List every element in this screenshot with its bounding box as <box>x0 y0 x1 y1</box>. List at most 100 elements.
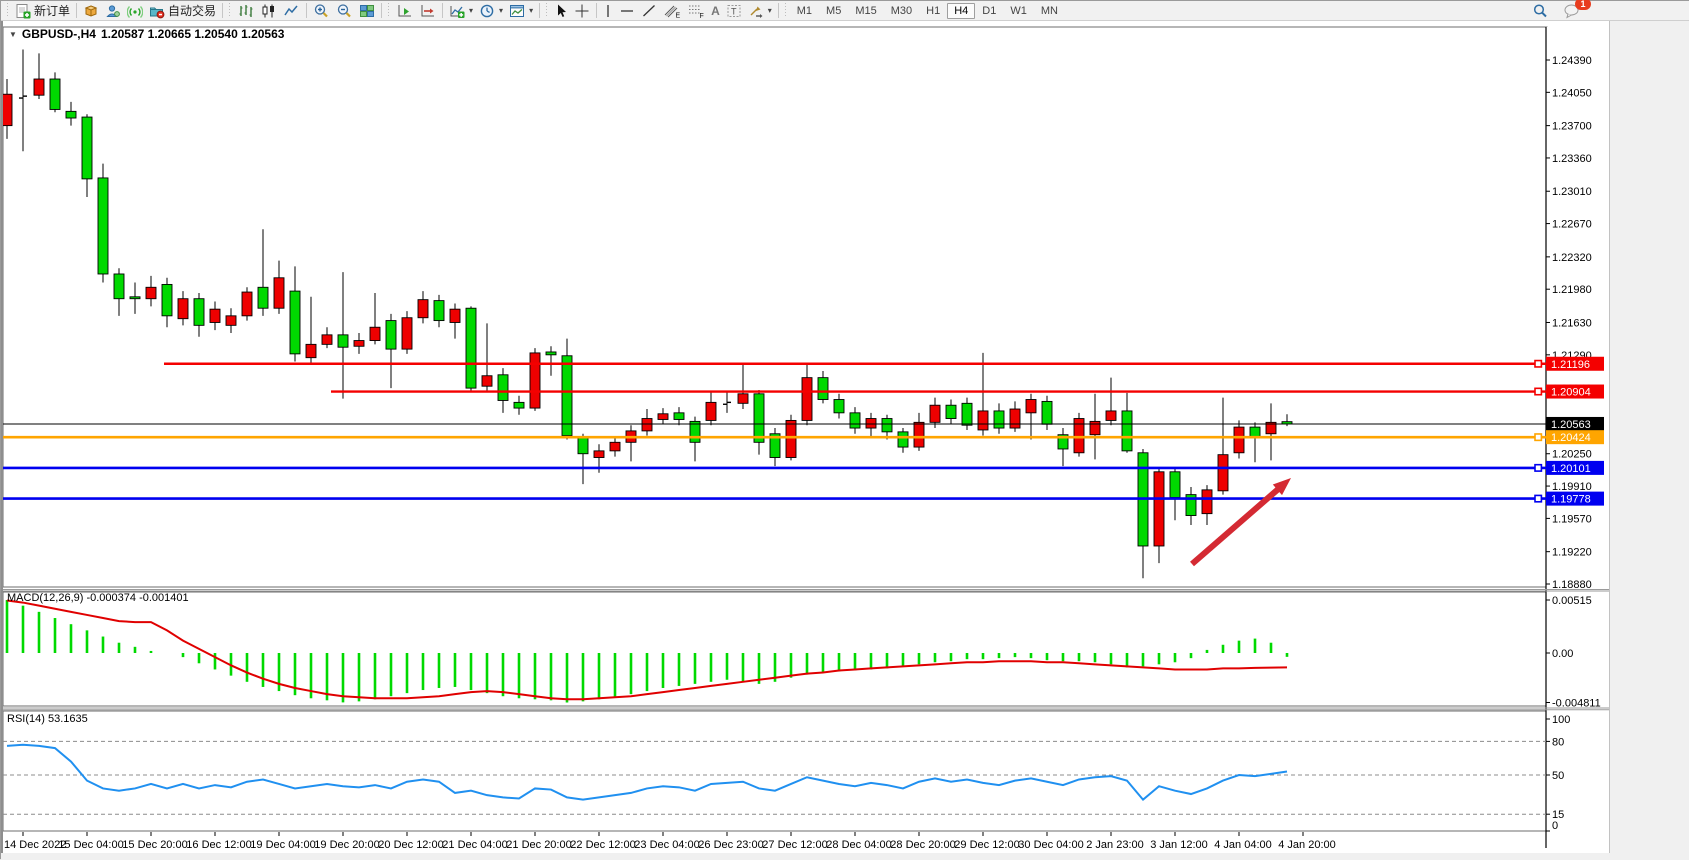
time-axis-strip[interactable] <box>3 832 1609 852</box>
text-tool-button[interactable]: A <box>708 2 723 20</box>
new-order-label: 新订单 <box>34 4 71 18</box>
zoom-out-button[interactable] <box>333 2 356 20</box>
time-axis-label: 29 Dec 12:00 <box>954 839 1019 851</box>
main-pane <box>2 26 1548 588</box>
chart-title[interactable]: ▼ GBPUSD-,H4 1.20587 1.20665 1.20540 1.2… <box>8 27 284 41</box>
add-indicator-icon <box>449 3 465 19</box>
time-axis-label: 15 Dec 20:00 <box>122 839 187 851</box>
timeframe-m30-button[interactable]: M30 <box>884 3 919 19</box>
zoom-in-button[interactable] <box>310 2 333 20</box>
text-label-icon: T <box>726 3 742 19</box>
svg-text:T: T <box>731 6 737 16</box>
autotrade-icon <box>149 3 165 19</box>
macd-histogram <box>5 600 1289 703</box>
chevron-down-icon: ▾ <box>767 6 772 15</box>
new-order-button[interactable]: 新订单 <box>12 2 73 20</box>
pivot-orange-handle[interactable] <box>1534 433 1543 442</box>
macd-axis-label: -0.004811 <box>1552 698 1601 710</box>
time-axis-label: 2 Jan 23:00 <box>1086 839 1144 851</box>
chevron-down-icon: ▾ <box>529 6 534 15</box>
timeframe-d1-button[interactable]: D1 <box>975 3 1003 19</box>
fibonacci-tool-button[interactable]: F <box>684 2 708 20</box>
timeframe-h1-button[interactable]: H1 <box>919 3 947 19</box>
time-axis-label: 21 Dec 20:00 <box>506 839 571 851</box>
text-label-tool-button[interactable]: T <box>723 2 745 20</box>
cube-button[interactable] <box>80 2 102 20</box>
trend-arrow[interactable] <box>1190 484 1283 567</box>
price-tick-label: 1.19910 <box>1552 481 1592 493</box>
toolbar-separator <box>76 3 78 18</box>
time-axis-label: 14 Dec 2022 <box>4 839 66 851</box>
tile-windows-button[interactable] <box>356 2 378 20</box>
zoom-out-icon <box>336 3 353 19</box>
timeframe-mn-button[interactable]: MN <box>1034 3 1065 19</box>
trend-arrow-head[interactable] <box>1272 478 1291 496</box>
toolbar-grip <box>387 3 392 18</box>
time-axis-label: 4 Jan 04:00 <box>1214 839 1272 851</box>
macd-pane <box>2 591 1548 707</box>
graphical-objects-icon <box>748 3 764 19</box>
timeframe-m1-button[interactable]: M1 <box>790 3 819 19</box>
timeframe-m15-button[interactable]: M15 <box>848 3 883 19</box>
search-button[interactable] <box>1529 2 1552 20</box>
signal-button[interactable] <box>124 2 146 20</box>
toolbar-separator <box>539 3 541 18</box>
trendline-icon <box>641 3 657 19</box>
cursor-tool-button[interactable] <box>551 2 571 20</box>
svg-text:F: F <box>700 13 704 19</box>
notifications-button[interactable]: 1 <box>1560 0 1591 20</box>
price-marker-box <box>1546 416 1604 431</box>
timeframe-m5-button[interactable]: M5 <box>819 3 848 19</box>
template-icon <box>509 3 525 19</box>
equidistant-channel-tool-button[interactable]: E <box>660 2 684 20</box>
price-tick-label: 1.23700 <box>1552 121 1592 133</box>
horizontal-line-tool-button[interactable] <box>616 2 638 20</box>
price-marker-label: 1.21196 <box>1551 359 1590 371</box>
timeframe-h4-button[interactable]: H4 <box>947 2 976 19</box>
support-1-handle[interactable] <box>1534 463 1543 472</box>
time-axis-label: 28 Dec 20:00 <box>890 839 955 851</box>
vertical-line-tool-button[interactable] <box>600 2 616 20</box>
periods-clock-button[interactable]: ▾ <box>476 2 506 20</box>
right-empty-panel <box>1609 21 1689 860</box>
trendline-tool-button[interactable] <box>638 2 660 20</box>
fibonacci-icon: F <box>687 3 705 19</box>
crosshair-tool-button[interactable] <box>571 2 593 20</box>
chat-icon <box>1563 3 1581 19</box>
chart-shift-icon <box>419 3 436 19</box>
search-icon <box>1532 3 1549 19</box>
line-chart-button[interactable] <box>280 2 303 20</box>
resistance-1-handle[interactable] <box>1534 359 1543 368</box>
rsi-axis-label: 50 <box>1552 770 1564 782</box>
auto-scroll-button[interactable] <box>393 2 416 20</box>
profile-icon <box>105 3 121 19</box>
timeframe-w1-button[interactable]: W1 <box>1003 3 1034 19</box>
auto-scroll-icon <box>396 3 413 19</box>
resistance-2-handle[interactable] <box>1534 387 1543 396</box>
add-indicator-button[interactable]: ▾ <box>446 2 476 20</box>
price-tick-label: 1.24390 <box>1552 55 1592 67</box>
line-chart-icon <box>283 3 300 19</box>
time-axis-label: 26 Dec 23:00 <box>698 839 763 851</box>
graphical-objects-button[interactable]: ▾ <box>745 2 775 20</box>
profile-button[interactable] <box>102 2 124 20</box>
new-order-icon <box>15 3 31 19</box>
time-axis-label: 30 Dec 04:00 <box>1018 839 1083 851</box>
bottom-strip <box>1 853 1689 860</box>
toolbar-grip <box>545 3 550 18</box>
bar-chart-button[interactable] <box>234 2 257 20</box>
candle-chart-button[interactable] <box>257 2 280 20</box>
svg-text:E: E <box>676 12 681 19</box>
support-2-handle[interactable] <box>1534 494 1543 503</box>
notification-badge: 1 <box>1575 0 1591 10</box>
price-marker-box <box>1546 430 1604 445</box>
rsi-axis-label: 80 <box>1552 736 1564 748</box>
template-button[interactable]: ▾ <box>506 2 536 20</box>
periods-clock-icon <box>479 3 495 19</box>
chart-shift-button[interactable] <box>416 2 439 20</box>
chart-title-caret-icon: ▼ <box>9 29 17 39</box>
autotrade-button[interactable]: 自动交易 <box>146 2 219 20</box>
cursor-icon <box>554 3 568 19</box>
price-tick-label: 1.24050 <box>1552 87 1592 99</box>
